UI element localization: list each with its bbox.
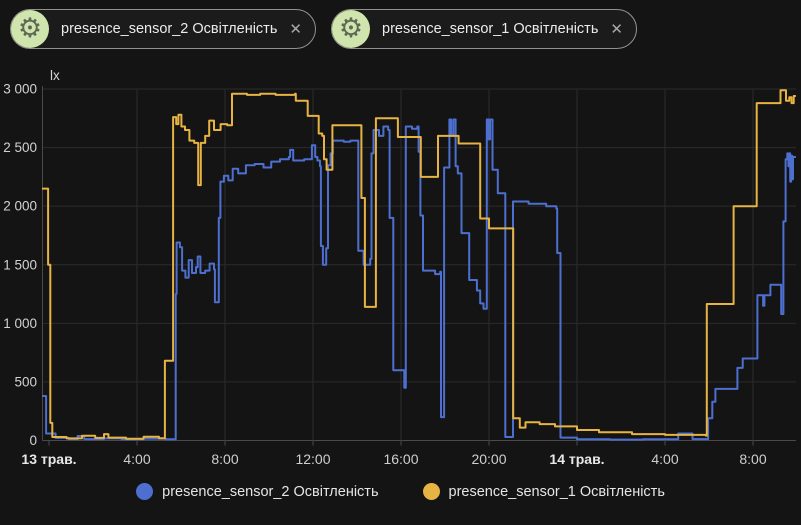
x-axis-tick-label: 12:00: [295, 451, 330, 467]
y-axis-tick-label: 1 000: [3, 316, 37, 331]
chart-legend: presence_sensor_2 Освітленість presence_…: [0, 483, 801, 500]
x-axis-date-label: 13 трав.: [21, 451, 76, 467]
entity-chip-presence-sensor-1[interactable]: ⚙ presence_sensor_1 Освітленість ✕: [331, 9, 637, 49]
legend-item-presence-sensor-2[interactable]: presence_sensor_2 Освітленість: [136, 483, 379, 500]
y-axis-tick-label: 0: [29, 433, 37, 448]
y-axis-unit-label: lx: [50, 68, 60, 83]
chip-label: presence_sensor_2 Освітленість: [61, 21, 278, 37]
legend-item-presence-sensor-1[interactable]: presence_sensor_1 Освітленість: [422, 483, 665, 500]
close-icon[interactable]: ✕: [610, 21, 623, 38]
y-axis-tick-label: 2 000: [3, 199, 37, 214]
chip-icon-circle: ⚙: [332, 10, 370, 48]
legend-label: presence_sensor_1 Освітленість: [448, 483, 665, 500]
x-axis-tick-label: 8:00: [739, 451, 766, 467]
close-icon[interactable]: ✕: [289, 21, 302, 38]
y-axis-tick-label: 1 500: [3, 257, 37, 272]
series-line-presence-sensor-1[interactable]: [42, 89, 796, 440]
y-axis-tick-label: 2 500: [3, 140, 37, 155]
x-axis-date-label: 14 трав.: [549, 451, 604, 467]
entity-chip-presence-sensor-2[interactable]: ⚙ presence_sensor_2 Освітленість ✕: [10, 9, 316, 49]
legend-label: presence_sensor_2 Освітленість: [162, 483, 379, 500]
x-axis-tick-label: 4:00: [123, 451, 150, 467]
chip-label: presence_sensor_1 Освітленість: [382, 21, 599, 37]
x-axis-tick-label: 20:00: [471, 451, 506, 467]
series-line-presence-sensor-2[interactable]: [42, 118, 796, 441]
legend-dot-blue: [136, 483, 154, 500]
chip-icon-circle: ⚙: [11, 10, 49, 48]
y-axis-tick-label: 3 000: [3, 82, 37, 97]
gear-icon: ⚙: [17, 12, 43, 44]
x-axis-tick-label: 8:00: [211, 451, 238, 467]
x-axis-tick-label: 16:00: [383, 451, 418, 467]
gear-icon: ⚙: [338, 12, 364, 44]
legend-dot-yellow: [422, 483, 440, 500]
x-axis-tick-label: 4:00: [651, 451, 678, 467]
y-axis-tick-label: 500: [14, 374, 37, 389]
